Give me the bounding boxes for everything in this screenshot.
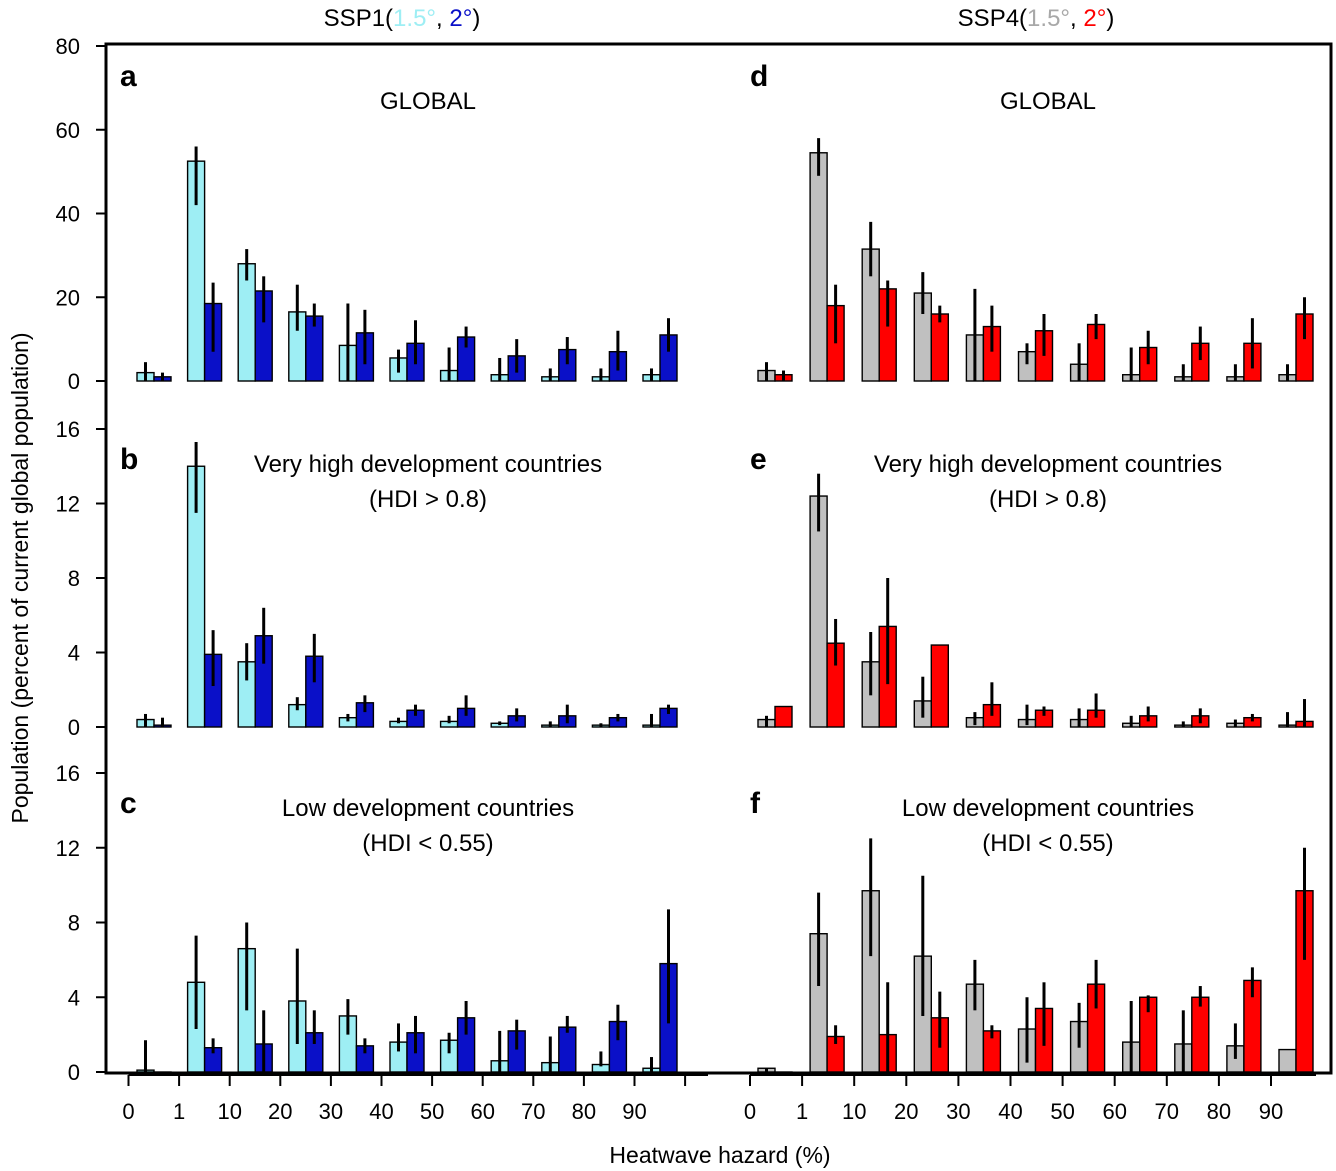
x-tick-label: 0	[744, 1099, 756, 1124]
x-tick-label: 70	[1155, 1099, 1179, 1124]
panel-letter: c	[120, 787, 137, 820]
bar-f-high	[774, 1071, 793, 1074]
panel-title: Low development countries	[282, 795, 574, 822]
x-tick-label: 80	[572, 1099, 596, 1124]
x-tick-label: 10	[217, 1099, 241, 1124]
bar-c-high	[153, 1071, 172, 1074]
panel-title: GLOBAL	[380, 88, 476, 115]
y-tick-label: 12	[56, 836, 80, 861]
panel-title: GLOBAL	[1000, 88, 1096, 115]
y-tick-label: 16	[56, 761, 80, 786]
x-tick-label: 50	[1050, 1099, 1074, 1124]
panel-a: 0 20 40 60 80 a GLOBAL	[56, 34, 678, 394]
x-tick-label: 90	[1259, 1099, 1283, 1124]
y-tick-label: 16	[56, 417, 80, 442]
panel-b: 0 4 8 12 16 b Very high development countries (…	[56, 417, 678, 740]
x-tick-label: 40	[369, 1099, 393, 1124]
y-tick-label: 0	[68, 1060, 80, 1085]
y-tick-label: 12	[56, 492, 80, 517]
y-tick-label: 4	[68, 985, 80, 1010]
panel-title: Low development countries	[902, 795, 1194, 822]
x-tick-label: 60	[1102, 1099, 1126, 1124]
x-tick-label: 1	[796, 1099, 808, 1124]
panel-f: f Low development countries (HDI < 0.55)	[750, 787, 1314, 1074]
bar-a-low	[237, 263, 256, 382]
y-tick-label: 60	[56, 118, 80, 143]
x-tick-label: 40	[998, 1099, 1022, 1124]
x-tick-label: 50	[420, 1099, 444, 1124]
y-tick-label: 40	[56, 202, 80, 227]
panel-letter: e	[750, 443, 767, 476]
x-tick-label: 20	[894, 1099, 918, 1124]
x-tick-label: 30	[319, 1099, 343, 1124]
x-axes: 0 1 10 20 30 40 50 60 70 80 90 0 1 10 20 30 40 50 60 70 80 90	[122, 1074, 1316, 1124]
panel-letter: a	[120, 60, 137, 93]
bar-d-high	[930, 313, 949, 382]
panel-letter: d	[750, 60, 768, 93]
y-tick-label: 8	[68, 911, 80, 936]
bar-d-low	[809, 152, 828, 382]
x-tick-label: 60	[470, 1099, 494, 1124]
y-axis-label: Population (percent of current global po…	[7, 333, 33, 824]
bar-f-high	[1191, 996, 1210, 1073]
panel-title: (HDI < 0.55)	[982, 830, 1113, 857]
panel-d: d GLOBAL	[750, 60, 1314, 382]
panel-title: (HDI < 0.55)	[362, 830, 493, 857]
panel-title: (HDI > 0.8)	[369, 486, 487, 513]
x-axis-label: Heatwave hazard (%)	[609, 1142, 830, 1168]
ssp1-title: SSP1(1.5°, 2°)	[324, 5, 481, 32]
panel-title: Very high development countries	[874, 451, 1222, 478]
y-tick-label: 20	[56, 285, 80, 310]
x-tick-label: 80	[1207, 1099, 1231, 1124]
y-tick-label: 8	[68, 566, 80, 591]
x-tick-label: 70	[521, 1099, 545, 1124]
y-tick-label: 0	[68, 369, 80, 394]
panel-c: 0 4 8 12 16 c Low development countries (HDI < …	[56, 761, 678, 1085]
bar-e-high	[930, 644, 949, 728]
x-tick-label: 10	[842, 1099, 866, 1124]
ssp4-title: SSP4(1.5°, 2°)	[958, 5, 1115, 32]
panel-e: e Very high development countries (HDI > 0…	[750, 443, 1314, 728]
panel-title: Very high development countries	[254, 451, 602, 478]
panel-letter: f	[750, 787, 761, 820]
x-tick-label: 0	[122, 1099, 134, 1124]
bar-f-low	[1278, 1048, 1297, 1073]
x-tick-label: 1	[173, 1099, 185, 1124]
bar-e-high	[774, 705, 793, 728]
x-tick-label: 20	[268, 1099, 292, 1124]
plot-frame	[104, 42, 1333, 1075]
bar-c-high	[558, 1026, 577, 1073]
y-tick-label: 4	[68, 641, 80, 666]
x-tick-label: 30	[946, 1099, 970, 1124]
x-tick-label: 90	[622, 1099, 646, 1124]
panel-letter: b	[120, 443, 138, 476]
y-tick-label: 0	[68, 715, 80, 740]
y-tick-label: 80	[56, 34, 80, 59]
panel-title: (HDI > 0.8)	[989, 486, 1107, 513]
